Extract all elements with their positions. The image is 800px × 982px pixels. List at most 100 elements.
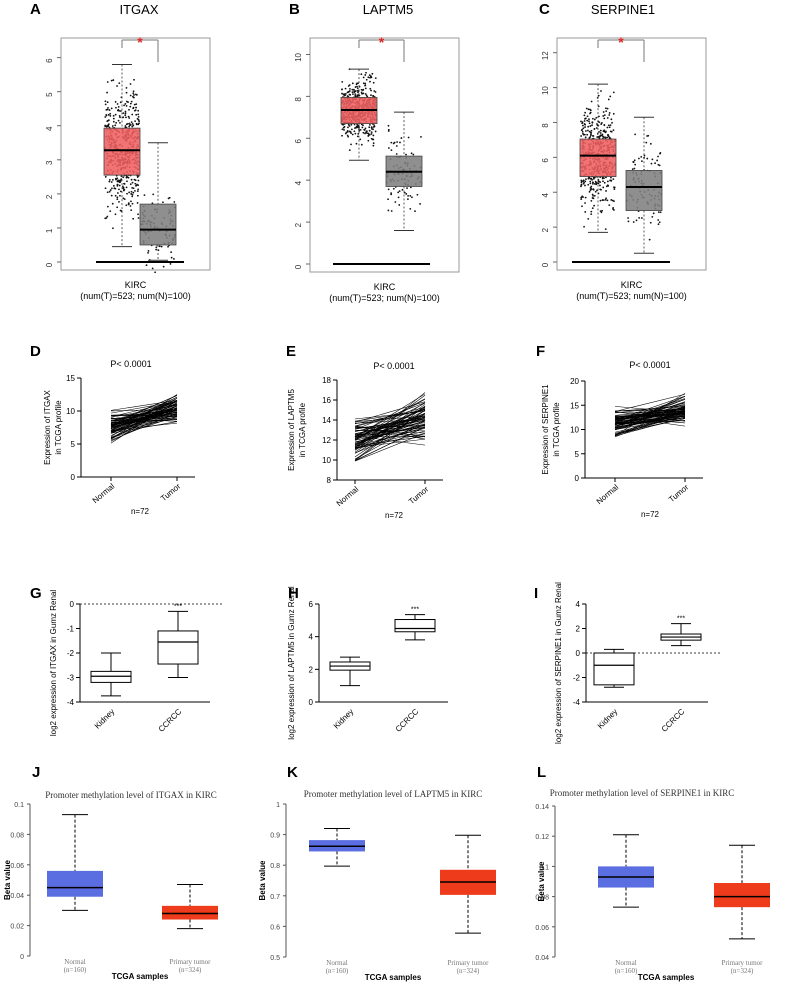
data-point	[590, 129, 593, 132]
data-point	[407, 198, 409, 201]
y-label: Beta value	[537, 861, 546, 902]
data-point	[603, 117, 606, 120]
data-point	[633, 159, 636, 162]
data-point	[136, 194, 139, 197]
pair-line	[354, 406, 426, 427]
y-tick-label: 1	[276, 802, 280, 809]
data-point	[602, 136, 605, 138]
data-point	[581, 131, 584, 133]
x-count-label: (n=160)	[326, 967, 349, 975]
x-label: KIRC	[621, 280, 643, 290]
chart-title: SERPINE1	[591, 2, 655, 17]
data-point	[612, 206, 615, 209]
data-point	[593, 118, 596, 121]
data-point	[603, 124, 606, 126]
data-point	[580, 198, 583, 200]
data-point	[348, 149, 351, 152]
panel-letter-g: G	[30, 585, 42, 602]
data-point	[372, 126, 375, 128]
data-point	[410, 152, 413, 155]
data-point	[368, 74, 371, 77]
pair-line	[614, 394, 686, 412]
data-point	[612, 112, 615, 115]
panel-letter-a: A	[30, 1, 41, 18]
data-point	[341, 80, 344, 83]
data-point	[106, 215, 109, 218]
data-point	[114, 124, 117, 127]
data-point	[106, 101, 109, 104]
y-tick-label: 0.6	[270, 924, 280, 931]
data-point	[114, 101, 117, 103]
data-point	[128, 117, 131, 119]
data-point	[390, 193, 393, 196]
data-point	[133, 178, 136, 181]
data-point	[116, 103, 119, 105]
data-point	[364, 93, 367, 95]
data-point	[367, 132, 370, 135]
data-point	[610, 118, 613, 121]
data-point	[170, 256, 173, 259]
data-point	[657, 211, 660, 213]
data-point	[607, 134, 609, 137]
y-tick-label: 0	[70, 600, 75, 609]
data-point	[350, 123, 353, 126]
y-tick-label: 18	[322, 376, 331, 385]
y-label: log2 expression of SERPINE1 in Gumz Rena…	[554, 582, 563, 744]
data-point	[364, 82, 367, 85]
data-point	[135, 184, 137, 187]
data-point	[602, 199, 605, 202]
data-point	[587, 183, 590, 186]
data-point	[397, 191, 400, 194]
data-point	[119, 121, 121, 124]
data-point	[374, 77, 377, 80]
panel-letter-j: J	[32, 764, 40, 781]
y-tick-label: 0.04	[535, 955, 549, 962]
data-point	[396, 141, 399, 143]
y-tick-label: 3	[45, 160, 54, 165]
data-point	[397, 196, 400, 199]
data-point	[372, 144, 375, 147]
x-tick-label: Tumor	[159, 481, 183, 503]
data-point	[591, 124, 593, 127]
data-point	[587, 217, 590, 220]
data-point	[390, 149, 393, 152]
data-point	[606, 199, 609, 202]
data-point	[582, 133, 585, 136]
data-point	[158, 245, 161, 248]
data-point	[583, 225, 585, 228]
x-tick-label: Normal	[64, 958, 85, 966]
data-point	[137, 109, 140, 112]
data-point	[657, 223, 660, 226]
data-point	[390, 141, 393, 144]
data-point	[110, 187, 113, 190]
pair-line	[354, 399, 426, 440]
data-point	[398, 190, 401, 192]
data-point	[595, 116, 598, 119]
pair-line	[354, 420, 426, 440]
data-point	[137, 184, 140, 187]
data-point	[412, 153, 415, 156]
y-tick-label: 4	[45, 126, 54, 131]
data-point	[104, 103, 107, 106]
data-point	[372, 81, 375, 84]
data-point	[584, 196, 587, 199]
data-point	[155, 248, 158, 251]
data-point	[106, 81, 109, 83]
data-point	[116, 196, 119, 199]
data-point	[151, 267, 154, 270]
y-tick-label: 12	[322, 436, 331, 445]
data-point	[607, 124, 610, 127]
data-point	[599, 181, 602, 184]
data-point	[590, 213, 593, 216]
data-point	[591, 121, 594, 124]
data-point	[406, 187, 408, 190]
y-tick-label: 6	[309, 600, 314, 609]
data-point	[118, 115, 121, 117]
box-kidney	[593, 652, 635, 686]
pair-line	[354, 416, 426, 446]
x-label: KIRC	[374, 282, 396, 292]
data-point	[123, 198, 126, 201]
pair-line	[614, 398, 686, 427]
data-point	[604, 198, 607, 201]
pair-line	[110, 415, 178, 439]
